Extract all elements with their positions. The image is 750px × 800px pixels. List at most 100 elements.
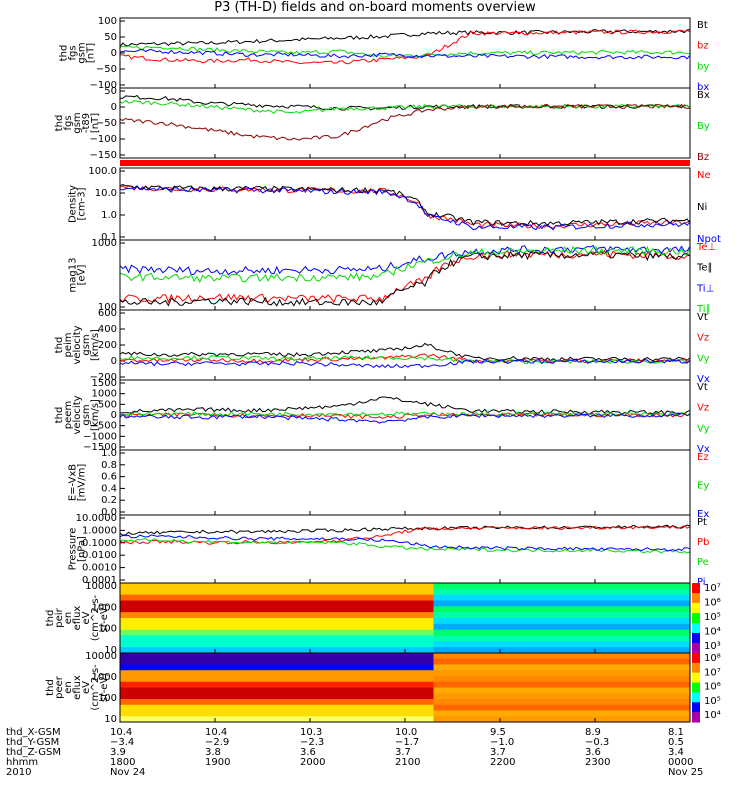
footer-value: −3.4 <box>110 737 135 748</box>
y-tick-label: 50 <box>104 32 117 43</box>
y-axis-label: fgs <box>68 45 79 60</box>
footer-value: Nov 25 <box>668 767 704 778</box>
legend-vz: Vz <box>697 333 709 344</box>
y-axis-label: velocity <box>72 395 83 434</box>
colorbar-segment <box>692 583 700 594</box>
legend-vx: Vx <box>697 444 710 455</box>
y-tick-label: 10000 <box>85 581 117 592</box>
y-axis-label: (cm^2-s- <box>90 594 101 641</box>
heatmap-cell <box>433 681 690 688</box>
heatmap-cell <box>433 647 690 654</box>
heatmap-cell <box>433 641 690 648</box>
footer-value: 3.7 <box>395 747 411 758</box>
y-tick-label: 1.0 <box>101 210 117 221</box>
legend-ti: Ti⊥ <box>696 283 714 294</box>
legend-bz: bz <box>697 41 709 52</box>
panel-10: 10000 1000 100 10 thdpeerenefluxeV(cm^2-s-sr… <box>45 651 721 725</box>
footer-value: 9.5 <box>490 727 506 738</box>
colorbar-tick-label: 10⁷ <box>704 667 721 678</box>
footer-value: 2000 <box>300 757 326 768</box>
y-tick-label: −1500 <box>83 442 117 453</box>
y-tick-label: 0.8 <box>101 460 117 471</box>
heatmap-cell <box>120 594 434 601</box>
series-vt <box>119 396 691 416</box>
y-tick-label: −100 <box>90 134 117 145</box>
y-tick-label: −50 <box>96 118 117 129</box>
series-bz <box>119 103 691 141</box>
y-tick-label: 500 <box>98 399 117 410</box>
footer-value: −1.0 <box>490 737 515 748</box>
y-axis-label: thd <box>59 45 70 62</box>
series-npot <box>119 185 691 231</box>
series-ti <box>119 245 691 284</box>
footer-row-label: thd_Y-GSM <box>6 737 60 748</box>
y-axis-label: velocity <box>72 325 83 364</box>
y-tick-label: −500 <box>90 421 117 432</box>
legend-by: by <box>697 61 709 72</box>
footer-row-label: 2010 <box>6 767 32 778</box>
y-tick-label: 0.0010 <box>82 563 117 574</box>
colorbar-tick-label: 10⁸ <box>704 653 721 664</box>
y-tick-label: 10 <box>104 645 117 656</box>
series-vy <box>119 411 691 418</box>
series-ne <box>119 185 691 230</box>
series-vx <box>119 412 691 424</box>
legend-vt: Vt <box>697 382 708 393</box>
y-tick-label: 0.2 <box>101 495 117 506</box>
y-axis-label: thd <box>54 337 65 354</box>
heatmap-cell <box>433 588 690 596</box>
y-tick-label: 10.0000 <box>76 513 117 524</box>
colorbar-segment <box>692 623 700 634</box>
legend-npot: Npot <box>697 234 721 245</box>
colorbar-tick-label: 10⁴ <box>704 627 721 638</box>
legend-ex: Ex <box>697 509 709 520</box>
page-title: P3 (TH-D) fields and on-board moments ov… <box>214 0 536 15</box>
legend-vy: Vy <box>697 423 710 434</box>
series-vy <box>119 354 691 365</box>
colorbar-tick-label: 10³ <box>704 641 721 652</box>
y-tick-label: 0.0 <box>101 507 117 518</box>
footer-row-label: thd_Z-GSM <box>6 747 61 758</box>
colorbar-segment <box>692 593 700 604</box>
footer-value: 3.9 <box>110 747 126 758</box>
y-tick-label: 0 <box>111 48 117 59</box>
heatmap-cell <box>120 664 434 671</box>
heatmap-cell <box>120 693 434 700</box>
colorbar-segment <box>692 633 700 644</box>
y-axis-label: eflux <box>72 675 83 700</box>
legend-bz: Bz <box>697 152 709 163</box>
y-tick-label: 0.4 <box>101 483 117 494</box>
y-axis-label: [eV] <box>77 265 88 286</box>
y-tick-label: 100 <box>98 693 117 704</box>
y-axis-label: [nT] <box>90 113 101 133</box>
series-te <box>119 249 691 304</box>
heatmap-cell <box>433 612 690 619</box>
heatmap-cell <box>120 647 434 654</box>
heatmap-cell <box>120 629 434 636</box>
y-axis-label: thd <box>54 115 65 132</box>
panel-frame <box>119 167 691 241</box>
colorbar-segment <box>692 712 700 723</box>
heatmap-cell <box>433 676 690 683</box>
panel-frame <box>119 309 691 381</box>
heatmap-cell <box>433 670 690 677</box>
y-axis-label: gsm <box>81 334 92 355</box>
legend-by: By <box>697 121 710 132</box>
y-tick-label: 100.0 <box>88 166 117 177</box>
legend-ne: Ne <box>697 170 711 181</box>
legend-ni: Ni <box>697 202 707 213</box>
footer-value: 10.4 <box>205 727 228 738</box>
panel-frame <box>119 87 691 159</box>
legend-pt: Pt <box>697 517 707 528</box>
heatmap-cell <box>433 606 690 613</box>
legend-vt: Vt <box>697 312 708 323</box>
panel-9: 10000 1000 100 10 thdpeirenefluxeV(cm^2-s-sr… <box>45 581 721 656</box>
heatmap-cell <box>120 670 434 677</box>
footer-value: Nov 24 <box>110 767 146 778</box>
y-axis-label: -t89 <box>81 113 92 133</box>
heatmap-cell <box>120 623 434 631</box>
series-pi <box>119 534 691 552</box>
